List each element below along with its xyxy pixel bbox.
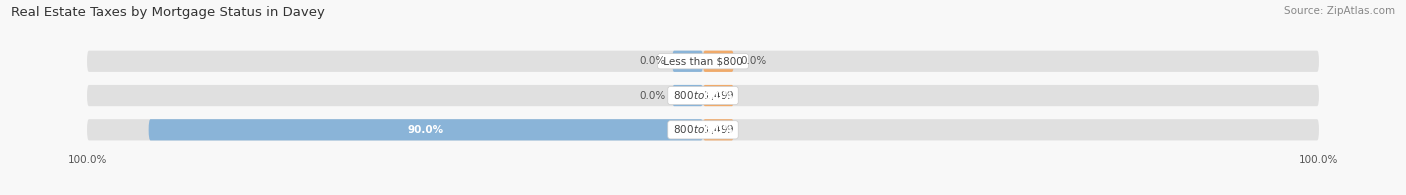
Text: 5.0%: 5.0% [704, 125, 733, 135]
FancyBboxPatch shape [672, 51, 703, 72]
FancyBboxPatch shape [87, 51, 1319, 72]
Text: $800 to $1,499: $800 to $1,499 [671, 89, 735, 102]
Text: Less than $800: Less than $800 [659, 56, 747, 66]
FancyBboxPatch shape [672, 85, 703, 106]
FancyBboxPatch shape [87, 119, 1319, 140]
Text: $800 to $1,499: $800 to $1,499 [671, 123, 735, 136]
FancyBboxPatch shape [703, 119, 734, 140]
FancyBboxPatch shape [703, 85, 734, 106]
Text: 0.0%: 0.0% [740, 56, 766, 66]
Text: 5.0%: 5.0% [704, 90, 733, 101]
Text: Source: ZipAtlas.com: Source: ZipAtlas.com [1284, 6, 1395, 16]
FancyBboxPatch shape [149, 119, 703, 140]
Text: 90.0%: 90.0% [408, 125, 444, 135]
FancyBboxPatch shape [87, 85, 1319, 106]
FancyBboxPatch shape [703, 51, 734, 72]
Text: 0.0%: 0.0% [640, 90, 666, 101]
Text: 0.0%: 0.0% [640, 56, 666, 66]
Text: Real Estate Taxes by Mortgage Status in Davey: Real Estate Taxes by Mortgage Status in … [11, 6, 325, 19]
